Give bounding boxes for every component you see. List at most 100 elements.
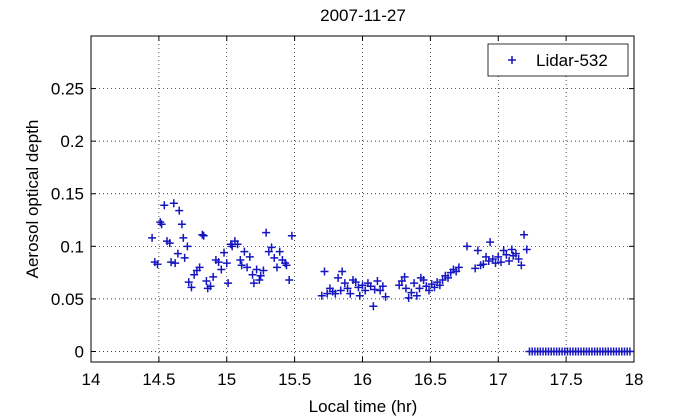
data-point — [220, 248, 229, 257]
data-point — [177, 220, 186, 229]
data-point — [507, 245, 516, 254]
data-point — [285, 275, 294, 284]
x-tick-label: 15.5 — [278, 370, 311, 389]
data-point — [505, 257, 514, 266]
data-point — [287, 231, 296, 240]
y-axis-label: Aerosol optical depth — [23, 120, 42, 279]
x-tick-label: 16 — [353, 370, 372, 389]
data-point — [361, 286, 370, 295]
data-point — [202, 277, 211, 286]
data-point — [491, 259, 500, 268]
axis-ticks — [90, 36, 635, 362]
data-point — [479, 260, 488, 269]
data-point — [400, 272, 409, 281]
data-point — [267, 243, 276, 252]
data-point — [425, 286, 434, 295]
grid — [91, 36, 634, 362]
data-point — [511, 249, 520, 258]
data-point — [317, 291, 326, 300]
x-axis-label: Local time (hr) — [309, 397, 418, 416]
data-point — [256, 271, 265, 280]
data-point — [419, 275, 428, 284]
data-point — [444, 273, 453, 282]
data-point — [373, 277, 382, 286]
data-point — [245, 252, 254, 261]
data-point — [484, 257, 493, 266]
data-point — [282, 261, 291, 270]
x-tick-label: 17 — [489, 370, 508, 389]
data-point — [496, 258, 505, 267]
data-point — [236, 255, 245, 264]
data-point — [407, 288, 416, 297]
chart-title: 2007-11-27 — [320, 6, 406, 25]
data-point — [323, 289, 332, 298]
data-point — [346, 289, 355, 298]
data-point — [198, 230, 207, 239]
data-point — [463, 242, 472, 251]
data-point — [187, 283, 196, 292]
data-point — [183, 242, 192, 251]
data-point — [625, 347, 634, 356]
data-point — [209, 272, 218, 281]
data-point — [454, 263, 463, 272]
data-point — [435, 281, 444, 290]
data-point — [499, 246, 508, 255]
data-point — [410, 279, 419, 288]
data-point — [179, 233, 188, 242]
data-point — [494, 252, 503, 261]
data-points — [148, 199, 634, 356]
data-point — [190, 270, 199, 279]
data-point — [214, 258, 223, 267]
data-point — [502, 250, 511, 259]
data-point — [343, 284, 352, 293]
data-point — [488, 254, 497, 263]
data-point — [522, 245, 531, 254]
data-point — [272, 263, 281, 272]
data-point — [381, 292, 390, 301]
data-point — [228, 242, 237, 251]
data-point — [240, 247, 249, 256]
data-point — [237, 261, 246, 270]
plot-area — [90, 35, 635, 363]
data-point — [376, 286, 385, 295]
data-point — [369, 302, 378, 311]
legend-plus-marker — [508, 56, 516, 64]
data-point — [180, 253, 189, 262]
data-point — [222, 259, 231, 268]
data-point — [248, 270, 257, 279]
data-point — [233, 240, 242, 249]
data-point — [320, 267, 329, 276]
data-point — [171, 259, 180, 268]
data-point — [270, 253, 279, 262]
data-point — [517, 261, 526, 270]
data-point — [354, 283, 363, 292]
data-point — [397, 277, 406, 286]
data-point — [165, 239, 174, 248]
y-tick-label: 0.1 — [60, 237, 84, 256]
y-tick-labels: 0 0.05 0.1 0.15 0.2 0.25 — [51, 80, 84, 362]
data-point — [358, 281, 367, 290]
data-point — [370, 285, 379, 294]
x-tick-label: 16.5 — [414, 370, 447, 389]
y-tick-label: 0.15 — [51, 185, 84, 204]
data-point — [340, 279, 349, 288]
data-point — [160, 201, 169, 210]
data-point — [430, 283, 439, 292]
data-point — [148, 233, 157, 242]
data-point — [471, 264, 480, 273]
data-point — [401, 284, 410, 293]
data-point — [486, 238, 495, 247]
data-point — [249, 279, 258, 288]
data-point — [415, 284, 424, 293]
data-point — [153, 260, 162, 269]
data-point — [520, 230, 529, 239]
data-point — [167, 258, 176, 267]
y-tick-label: 0.2 — [60, 132, 84, 151]
x-tick-label: 18 — [625, 370, 644, 389]
data-point — [262, 228, 271, 237]
legend-entry-lidar-532: Lidar-532 — [536, 51, 608, 70]
data-point — [378, 282, 387, 291]
data-point — [331, 289, 340, 298]
data-point — [169, 199, 178, 208]
